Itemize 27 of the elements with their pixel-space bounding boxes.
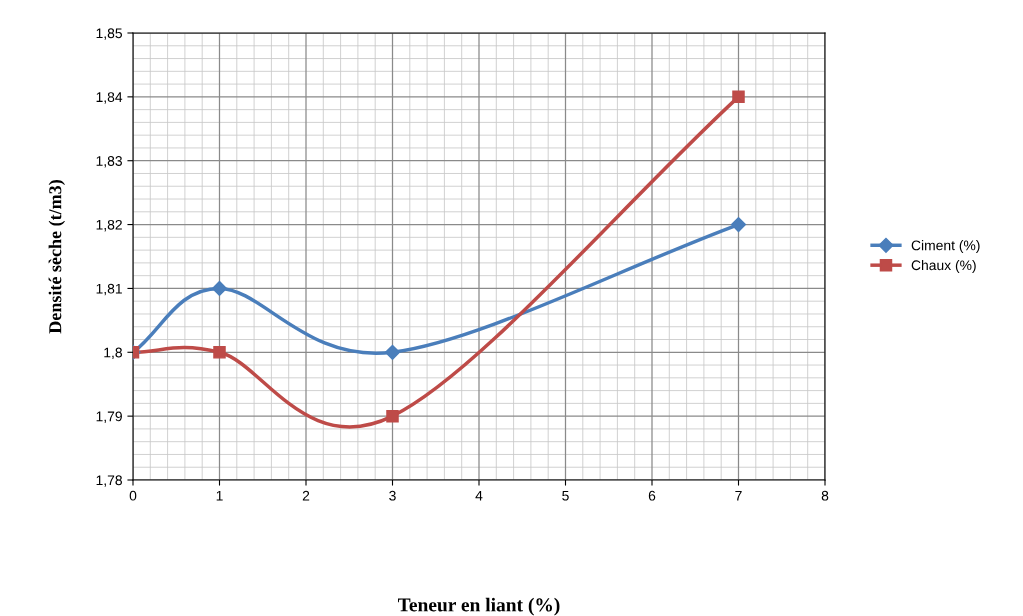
x-tick-label: 0 [129,490,137,501]
legend-label: Ciment (%) [911,240,980,254]
y-tick-label: 1,85 [96,28,122,40]
point [386,409,399,423]
y-tick-label: 1,8 [104,347,122,360]
legend-label: Chaux (%) [911,259,976,273]
y-tick-label: 1,83 [96,156,122,168]
point [213,346,226,359]
x-tick-label: 1 [216,490,223,501]
x-axis-title: Teneur en liant (%) [398,597,560,616]
x-tick-label: 7 [735,490,742,501]
y-axis-title: Densité sèche (t/m3) [48,180,65,334]
x-tick-label: 8 [821,490,829,501]
y-tick-label: 1,81 [96,283,122,296]
point [384,344,401,360]
point [732,90,745,104]
x-tick-label: 3 [389,490,396,501]
y-tick-label: 1,84 [96,92,123,104]
y-tick-label: 1,78 [96,475,122,487]
y-tick-label: 1,82 [96,219,122,232]
point [211,280,228,296]
x-tick-label: 5 [562,490,569,501]
y-tick-label: 1,79 [96,411,122,423]
point [730,217,747,233]
x-tick-label: 6 [648,490,656,501]
x-tick-label: 2 [302,490,310,501]
x-tick-label: 4 [475,490,483,501]
